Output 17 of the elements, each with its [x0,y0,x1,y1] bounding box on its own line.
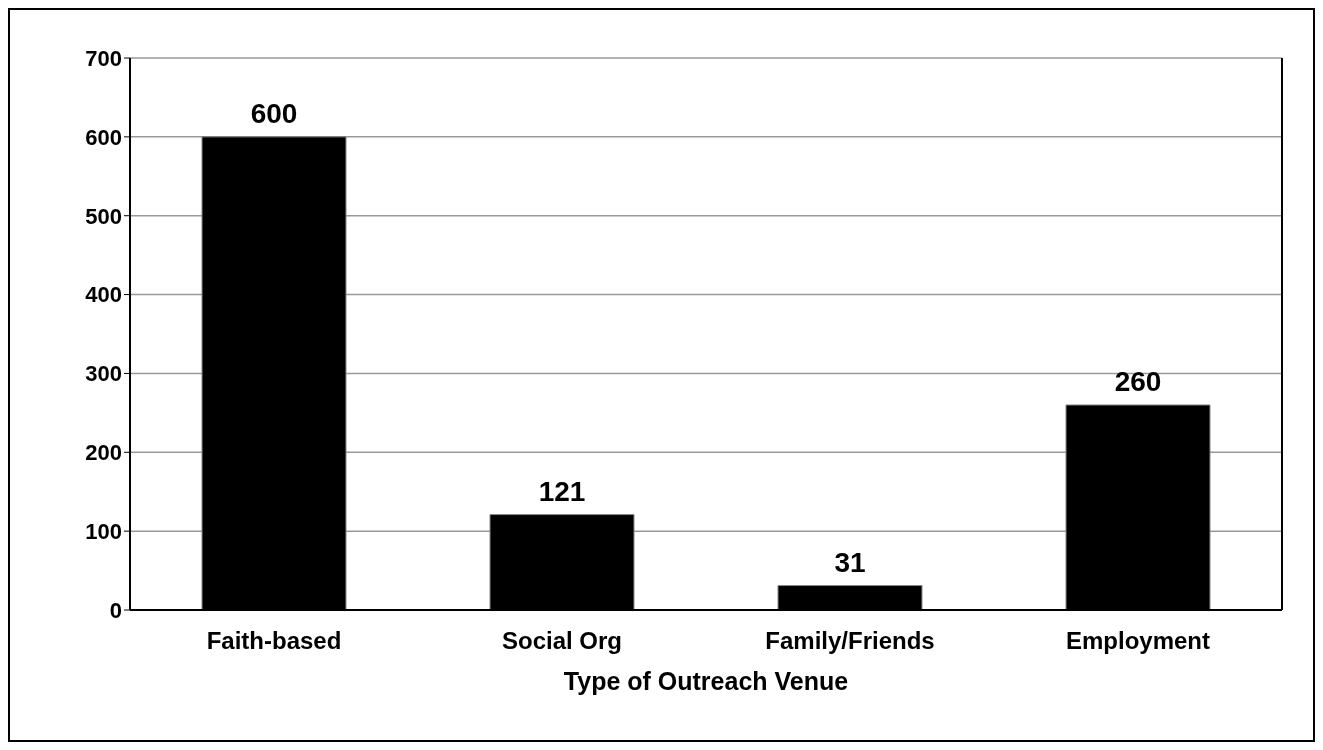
y-tick-label: 600 [85,124,122,150]
y-tick-label: 700 [85,45,122,71]
data-label: 121 [538,475,586,507]
x-axis-title: Type of Outreach Venue [563,667,849,695]
x-tick-label: Family/Friends [765,627,935,655]
data-label: 260 [1114,365,1162,397]
y-tick-label: 300 [85,361,122,387]
x-tick-label: Faith-based [206,627,342,655]
y-tick-label: 0 [109,597,122,623]
y-tick-label: 400 [85,282,122,308]
y-tick-label: 200 [85,440,122,466]
y-tick-label: 500 [85,203,122,229]
y-tick-label: 100 [85,518,122,544]
data-label: 31 [834,546,866,578]
x-tick-label: Employment [1065,627,1211,655]
x-tick-label: Social Org [501,627,623,655]
data-label: 600 [250,97,298,129]
